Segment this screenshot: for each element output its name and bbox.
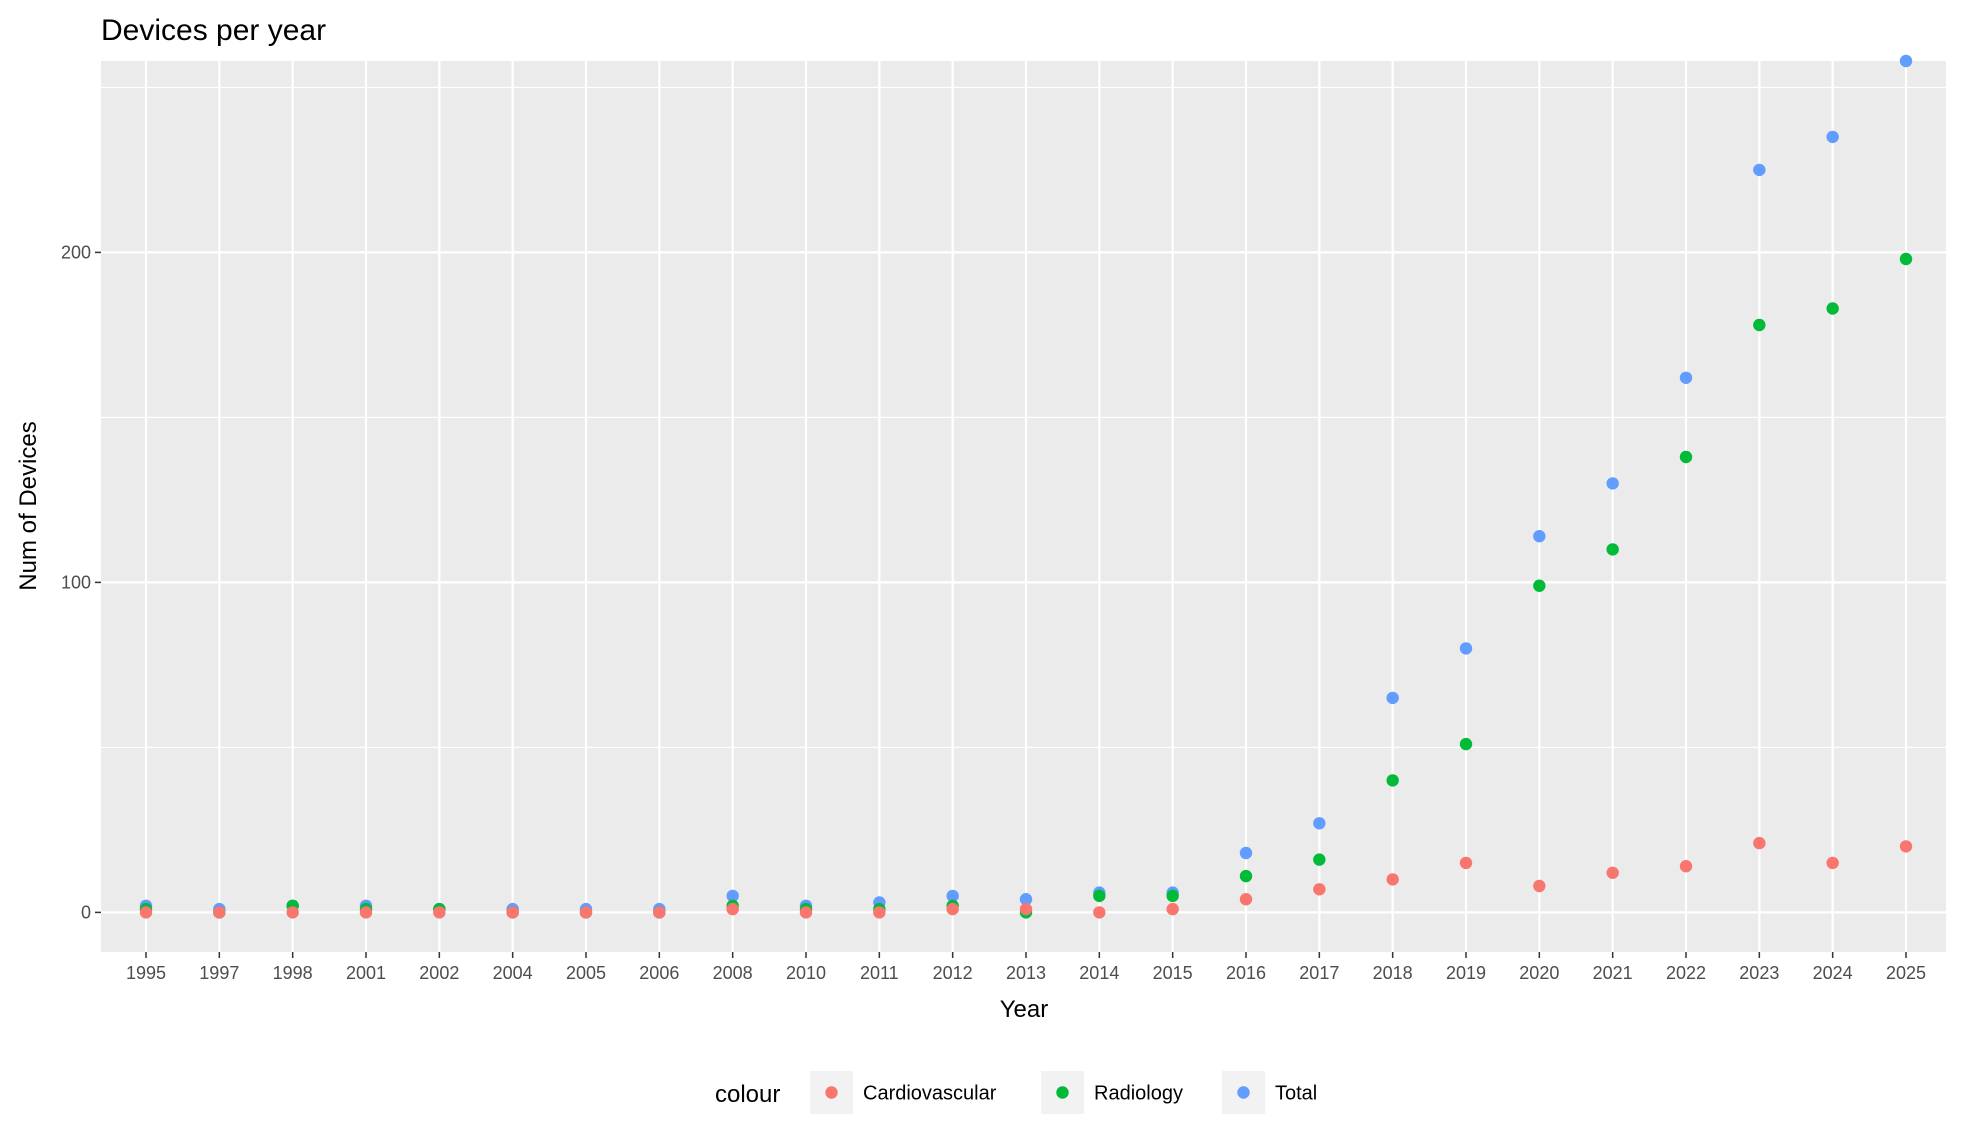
total-point	[1019, 893, 1033, 906]
cardiovascular-point	[1166, 902, 1179, 916]
total-point	[1386, 691, 1399, 705]
x-tick-label: 2011	[860, 963, 899, 983]
cardiovascular-point	[286, 906, 299, 919]
x-tick-label: 2018	[1373, 963, 1413, 983]
legend-point-radiology	[1056, 1086, 1069, 1099]
cardiovascular-point	[1459, 856, 1473, 870]
minor-gridlines	[101, 86, 1946, 748]
total-point	[1826, 130, 1839, 144]
total-point	[1239, 846, 1253, 860]
plot-panel	[101, 61, 1946, 952]
x-tick-label: 2025	[1886, 963, 1926, 983]
cardiovascular-point	[1386, 873, 1399, 886]
x-tick-label: 2008	[713, 963, 753, 983]
legend-label-total: Total	[1275, 1083, 1317, 1105]
radiology-point	[1093, 889, 1106, 903]
radiology-point	[1826, 302, 1839, 315]
x-tick-label: 2022	[1666, 963, 1706, 983]
total-point	[946, 889, 959, 903]
cardiovascular-point	[1606, 866, 1619, 879]
x-tick-label: 2002	[419, 963, 459, 983]
y-tick-label: 200	[61, 242, 91, 262]
cardiovascular-point	[1019, 902, 1033, 916]
total-point	[1753, 163, 1766, 177]
radiology-point	[1753, 318, 1766, 332]
cardiovascular-point	[653, 906, 666, 919]
x-tick-label: 2006	[639, 963, 679, 983]
x-tick-label: 1998	[273, 963, 313, 983]
x-tick-label: 2001	[346, 963, 386, 983]
total-point	[1459, 642, 1473, 655]
legend-label-radiology: Radiology	[1094, 1083, 1183, 1105]
radiology-point	[1313, 853, 1326, 866]
x-axis: 1995 1997 1998 2001 2002 2004 2005 2006 2008 2010…	[126, 952, 1926, 983]
total-point	[1533, 530, 1546, 543]
cardiovascular-point	[726, 902, 739, 916]
x-tick-label: 1995	[126, 963, 166, 983]
cardiovascular-point	[506, 906, 519, 919]
x-tick-label: 2023	[1739, 963, 1779, 983]
x-tick-label: 2013	[1006, 963, 1046, 983]
radiology-point	[1533, 579, 1546, 592]
x-tick-label: 2010	[786, 963, 826, 983]
chart-title: Devices per year	[101, 14, 326, 47]
total-point	[1899, 54, 1913, 68]
x-tick-label: 2024	[1813, 963, 1853, 983]
y-tick-label: 0	[81, 902, 91, 922]
x-tick-label: 2004	[493, 963, 533, 983]
cardiovascular-point	[359, 906, 373, 919]
x-axis-title: Year	[1000, 996, 1049, 1023]
y-tick-label: 100	[61, 572, 91, 592]
x-tick-label: 2012	[933, 963, 973, 983]
legend-point-cardiovascular	[825, 1086, 838, 1099]
x-tick-label: 2019	[1446, 963, 1486, 983]
cardiovascular-point	[873, 906, 886, 919]
cardiovascular-point	[1533, 879, 1546, 893]
cardiovascular-point	[1899, 840, 1913, 853]
cardiovascular-point	[1753, 836, 1766, 850]
x-tick-label: 2021	[1593, 963, 1633, 983]
cardiovascular-point	[579, 906, 593, 919]
cardiovascular-point	[1313, 883, 1326, 896]
radiology-point	[1239, 869, 1253, 883]
x-tick-label: 2014	[1079, 963, 1119, 983]
cardiovascular-point	[1679, 860, 1693, 873]
radiology-point	[1679, 450, 1693, 464]
legend-title: colour	[715, 1081, 780, 1108]
x-tick-label: 2016	[1226, 963, 1266, 983]
cardiovascular-point	[946, 902, 959, 916]
cardiovascular-point	[433, 906, 446, 919]
x-tick-label: 2020	[1519, 963, 1559, 983]
radiology-point	[1899, 252, 1913, 266]
cardiovascular-point	[1239, 893, 1253, 906]
radiology-point	[1459, 737, 1473, 751]
major-gridlines	[101, 61, 1946, 952]
cardiovascular-point	[213, 906, 226, 919]
cardiovascular-point	[1826, 856, 1839, 870]
radiology-point	[1386, 774, 1399, 787]
cardiovascular-point	[1093, 906, 1106, 919]
radiology-point	[1606, 543, 1619, 556]
legend-point-total	[1237, 1086, 1250, 1099]
total-point	[1606, 477, 1619, 490]
y-axis-title: Num of Devices	[15, 421, 42, 590]
x-tick-label: 2005	[566, 963, 606, 983]
total-point	[1313, 817, 1326, 830]
y-axis: 0 100 200	[61, 242, 101, 922]
cardiovascular-point	[799, 906, 813, 919]
x-tick-label: 2015	[1153, 963, 1193, 983]
x-tick-label: 2017	[1299, 963, 1339, 983]
total-point	[1679, 371, 1693, 384]
radiology-point	[1166, 889, 1179, 903]
cardiovascular-point	[139, 906, 153, 919]
x-tick-label: 1997	[199, 963, 239, 983]
legend: colour Cardiovascular Radiology Total	[715, 1071, 1317, 1114]
total-point	[726, 889, 739, 903]
data-points	[139, 54, 1913, 919]
legend-label-cardiovascular: Cardiovascular	[863, 1083, 997, 1105]
